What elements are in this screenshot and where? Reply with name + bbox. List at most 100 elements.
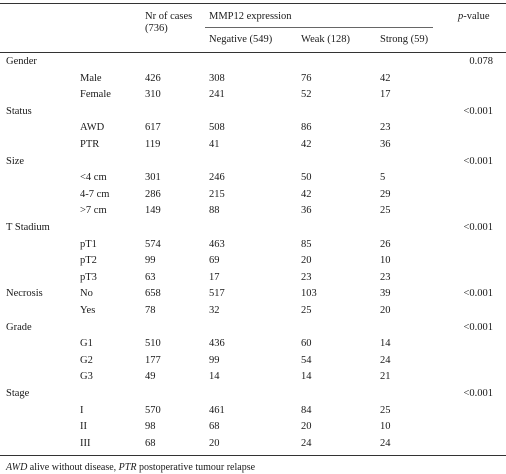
- cell-negative: 463: [209, 238, 225, 250]
- cell-weak: 103: [301, 288, 317, 300]
- cell-strong: 21: [380, 371, 391, 383]
- row-label: No: [80, 288, 93, 300]
- p-value-stage: <0.001: [463, 388, 493, 399]
- footnote-abbr-awd: AWD: [6, 462, 28, 473]
- row-label: G1: [80, 338, 93, 350]
- weak-header: Weak (128): [301, 34, 351, 45]
- cell-cases: 63: [145, 271, 156, 283]
- p-value-necrosis: <0.001: [463, 288, 493, 300]
- cell-negative: 14: [209, 371, 220, 383]
- cell-weak: 20: [301, 421, 312, 433]
- cell-weak: 14: [301, 371, 312, 383]
- cell-negative: 241: [209, 89, 225, 101]
- negative-header: Negative (549): [209, 34, 273, 45]
- cell-strong: 24: [380, 354, 391, 366]
- p-value-size: <0.001: [463, 155, 493, 167]
- cell-weak: 25: [301, 305, 312, 316]
- strong-header: Strong (59): [380, 34, 429, 45]
- cell-strong: 42: [380, 72, 391, 84]
- expression-rule: [205, 27, 433, 28]
- cell-strong: 25: [380, 205, 391, 217]
- row-label: II: [80, 421, 87, 433]
- cell-negative: 517: [209, 288, 225, 300]
- cell-cases: 426: [145, 72, 161, 84]
- cell-weak: 85: [301, 238, 312, 250]
- cell-cases: 68: [145, 437, 156, 449]
- p-value-header: p-value: [458, 11, 490, 23]
- cell-strong: 36: [380, 139, 391, 150]
- cell-cases: 617: [145, 122, 161, 134]
- cell-strong: 24: [380, 437, 391, 449]
- group-label-stage: Stage: [6, 388, 30, 399]
- cell-negative: 246: [209, 172, 225, 184]
- cell-negative: 32: [209, 305, 220, 316]
- row-label: >7 cm: [80, 205, 107, 217]
- cell-weak: 76: [301, 72, 312, 84]
- group-label-t-stadium: T Stadium: [6, 222, 50, 233]
- cell-cases: 570: [145, 404, 161, 416]
- cell-cases: 510: [145, 338, 161, 350]
- footnote: AWD alive without disease, PTR postopera…: [6, 462, 255, 474]
- cell-negative: 461: [209, 404, 225, 416]
- cases-header-line1: Nr of cases: [145, 11, 193, 22]
- cell-cases: 99: [145, 255, 156, 267]
- cell-weak: 50: [301, 172, 312, 184]
- header-rule: [0, 52, 506, 53]
- cell-cases: 658: [145, 288, 161, 300]
- cell-weak: 84: [301, 404, 312, 416]
- cell-negative: 99: [209, 354, 220, 366]
- p-value-gender: 0.078: [469, 56, 493, 67]
- cell-strong: 14: [380, 338, 391, 350]
- cell-strong: 5: [380, 172, 386, 184]
- p-value-header-rest: -value: [463, 11, 490, 22]
- cell-negative: 41: [209, 139, 220, 150]
- group-label-necrosis: Necrosis: [6, 288, 43, 300]
- group-label-size: Size: [6, 155, 25, 167]
- group-label-grade: Grade: [6, 321, 32, 333]
- cell-weak: 52: [301, 89, 312, 101]
- cell-negative: 308: [209, 72, 225, 84]
- cell-weak: 86: [301, 122, 312, 134]
- cell-strong: 29: [380, 188, 391, 200]
- footnote-def-awd: alive without disease,: [27, 462, 119, 473]
- row-label: Yes: [80, 305, 96, 316]
- cell-weak: 36: [301, 205, 312, 217]
- bottom-rule: [0, 455, 506, 456]
- p-value-header-italic: p: [458, 11, 464, 22]
- cell-cases: 98: [145, 421, 156, 433]
- cell-cases: 574: [145, 238, 161, 250]
- cell-cases: 310: [145, 89, 161, 101]
- row-label: AWD: [80, 122, 105, 134]
- cell-negative: 20: [209, 437, 220, 449]
- row-label: 4-7 cm: [80, 188, 110, 200]
- cell-cases: 149: [145, 205, 161, 217]
- footnote-abbr-ptr: PTR: [118, 462, 137, 473]
- row-label: PTR: [80, 139, 100, 150]
- p-value-grade: <0.001: [463, 321, 493, 333]
- cell-weak: 42: [301, 188, 312, 200]
- row-label: Female: [80, 89, 111, 101]
- cell-strong: 10: [380, 421, 391, 433]
- cell-strong: 23: [380, 122, 391, 134]
- cell-cases: 286: [145, 188, 161, 200]
- cell-strong: 25: [380, 404, 391, 416]
- cases-header-line2: (736): [145, 23, 168, 34]
- cell-strong: 26: [380, 238, 391, 250]
- row-label: Male: [80, 72, 102, 84]
- expression-header: MMP12 expression: [209, 11, 292, 22]
- cell-strong: 17: [380, 89, 391, 101]
- row-label: III: [80, 437, 91, 449]
- footnote-def-ptr: postoperative tumour relapse: [136, 462, 256, 473]
- cell-weak: 60: [301, 338, 312, 350]
- row-label: <4 cm: [80, 172, 107, 184]
- cell-cases: 78: [145, 305, 156, 316]
- row-label: G3: [80, 371, 93, 383]
- cell-strong: 20: [380, 305, 391, 316]
- cell-weak: 23: [301, 271, 312, 283]
- row-label: pT1: [80, 238, 97, 250]
- row-label: I: [80, 404, 84, 416]
- cell-strong: 10: [380, 255, 391, 267]
- row-label: pT2: [80, 255, 97, 267]
- cell-weak: 54: [301, 354, 312, 366]
